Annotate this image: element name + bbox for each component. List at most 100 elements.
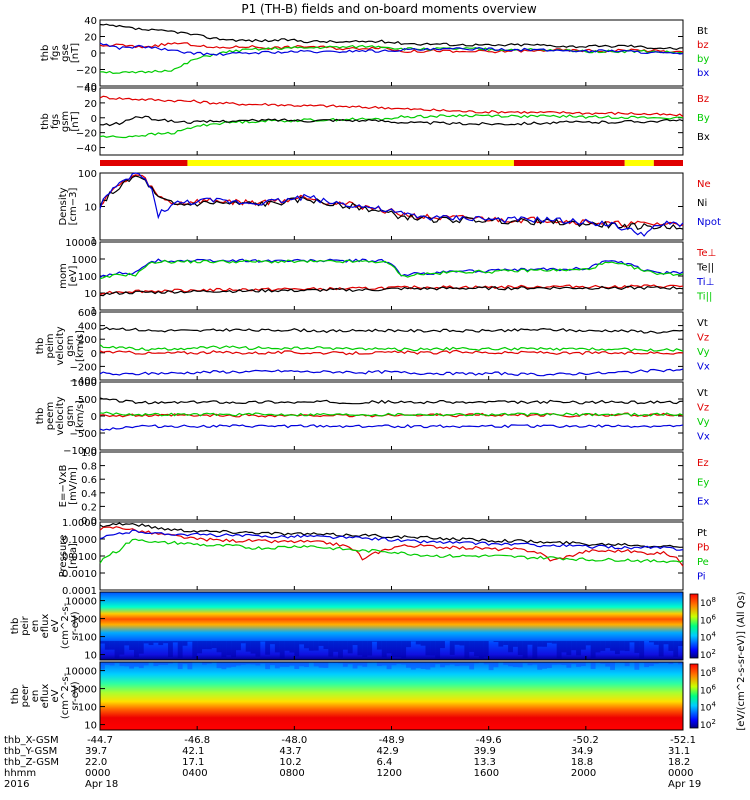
x-row-value: 0400	[182, 768, 207, 779]
legend-Vy: Vy	[697, 417, 710, 428]
legend-Vx: Vx	[697, 432, 710, 443]
spectrogram-pixel	[537, 662, 543, 670]
y-tick-label: 100	[78, 703, 97, 714]
spectrogram-pixel	[124, 662, 130, 667]
spectrogram-pixel	[294, 662, 300, 669]
spectrogram-pixel	[658, 662, 664, 664]
panel-peem-velocity-ylabel-line: peem	[45, 402, 56, 430]
panel-fgs-gsm-ylabel-line: [nT]	[70, 111, 81, 131]
spectrogram-pixel	[624, 662, 630, 667]
spectrogram-pixel	[474, 662, 479, 664]
spectrogram-pixel	[357, 662, 363, 666]
spectrogram-pixel	[527, 640, 533, 645]
panel-frame	[99, 311, 684, 381]
spectrogram-pixel	[381, 662, 387, 666]
spectrogram-pixel	[629, 640, 635, 643]
legend-Vt: Vt	[697, 318, 708, 329]
y-tick-label: 100	[78, 272, 97, 283]
panel-fgs-gse-ylabel-line: [nT]	[70, 43, 81, 63]
spectrogram-pixel	[308, 640, 314, 651]
spectrogram-pixel	[566, 640, 572, 656]
colorbar-tick-label: 108	[700, 596, 716, 609]
spectrogram-pixel	[668, 640, 674, 651]
spectrogram-pixel	[449, 662, 455, 665]
spectrogram-pixel	[270, 640, 275, 645]
spectrogram-pixel	[512, 640, 518, 647]
panel-fgs-gsm-ylabel-line: gsm	[60, 111, 71, 132]
series-Bx	[99, 115, 684, 127]
spectrogram-pixel	[551, 662, 557, 665]
y-tick-label: 0.2	[81, 502, 97, 513]
spectrogram-pixel	[459, 640, 465, 646]
spectrogram-pixel	[444, 662, 450, 666]
spectrogram-pixel	[119, 640, 125, 655]
y-tick-label: 200	[78, 335, 97, 346]
y-tick-label: 1000	[72, 255, 97, 266]
spectrogram-pixel	[483, 662, 489, 665]
panel-e-field-ylabel-line: [mV/m]	[68, 467, 79, 505]
series-Vz	[99, 349, 684, 356]
spectrogram-pixel	[138, 662, 144, 669]
spectrogram-pixel	[386, 662, 392, 670]
spectrogram-pixel	[464, 640, 470, 660]
spectrogram-pixel	[100, 662, 105, 670]
colorbar-tick-label: 102	[700, 648, 716, 661]
x-tick-label: -50.2	[573, 735, 599, 746]
spectrogram-pixel	[478, 640, 484, 660]
spectrogram-pixel	[508, 640, 513, 653]
spectrogram-pixel	[488, 662, 494, 671]
colorbar-segment	[689, 663, 699, 729]
spectrogram-pixel	[571, 662, 577, 665]
spectrogram-peer-en-eflux-ylabel-line: thb	[10, 688, 21, 705]
spectrogram-pixel	[469, 662, 475, 670]
legend-Ne: Ne	[697, 179, 711, 190]
spectrogram-pixel	[124, 640, 130, 646]
spectrogram-pixel	[610, 662, 615, 670]
y-tick-label: 0.0	[81, 516, 97, 527]
spectrogram-pixel	[381, 640, 387, 658]
x-row-value: 1200	[377, 768, 402, 779]
x-tick-label: -44.7	[87, 735, 113, 746]
y-tick-label: −40	[76, 82, 97, 93]
mode-segment	[624, 160, 654, 166]
spectrogram-pixel	[522, 640, 528, 658]
legend-Ti||: Ti||	[696, 292, 712, 303]
spectrogram-pixel	[372, 640, 377, 642]
panel-peem-velocity-ylabel-line: velocity	[55, 396, 66, 435]
spectrogram-pixel	[590, 662, 596, 669]
spectrogram-pixel	[401, 662, 407, 665]
spectrogram-pixel	[163, 640, 169, 644]
spectrogram-peir-en-eflux-ylabel-line: peir	[20, 615, 31, 635]
y-tick-label: 1.0000	[62, 518, 97, 529]
panel-density: 100 10 1 Density [cm−3] Ne Ni Npot	[58, 169, 721, 247]
panel-peem-velocity-ylabel-line: [km/s]	[75, 400, 86, 432]
spectrogram-pixel	[226, 640, 232, 656]
spectrogram-pixel	[546, 662, 552, 669]
panel-fgs-gsm-ylabel: thb fgs gsm [nT]	[40, 111, 81, 132]
x-row-value: 42.9	[377, 746, 399, 757]
series-Bt	[99, 23, 684, 51]
legend-Vx: Vx	[697, 362, 710, 373]
spectrogram-pixel	[153, 662, 159, 667]
legend-Pb: Pb	[697, 543, 709, 554]
y-tick-label: −500	[70, 429, 97, 440]
spectrogram-pixel	[678, 640, 683, 647]
spectrogram-pixel	[143, 662, 149, 666]
spectrogram-pixel	[624, 640, 630, 652]
x-row-label: hhmm	[4, 768, 36, 779]
series-Vx	[99, 424, 684, 431]
panel-e-field-ylabel-line: E=−VxB	[58, 465, 69, 508]
panel-peem-velocity-ylabel: thb peem velocity gsm [km/s]	[35, 396, 86, 435]
x-row-value: 39.7	[85, 746, 107, 757]
y-tick-label: 1000	[72, 615, 97, 626]
spectrogram-peer-en-eflux-ylabel: thb peer en eflux eV (cm^2-s-sr-eV)	[10, 672, 81, 719]
spectrogram-pixel	[440, 662, 445, 668]
legend-Te⊥: Te⊥	[696, 248, 716, 259]
y-tick-label: 10000	[65, 238, 97, 249]
x-row-value: Apr 19	[668, 779, 701, 790]
series-bx	[99, 42, 684, 56]
legend-Ti⊥: Ti⊥	[696, 277, 714, 288]
spectrogram-pixel	[580, 640, 586, 650]
